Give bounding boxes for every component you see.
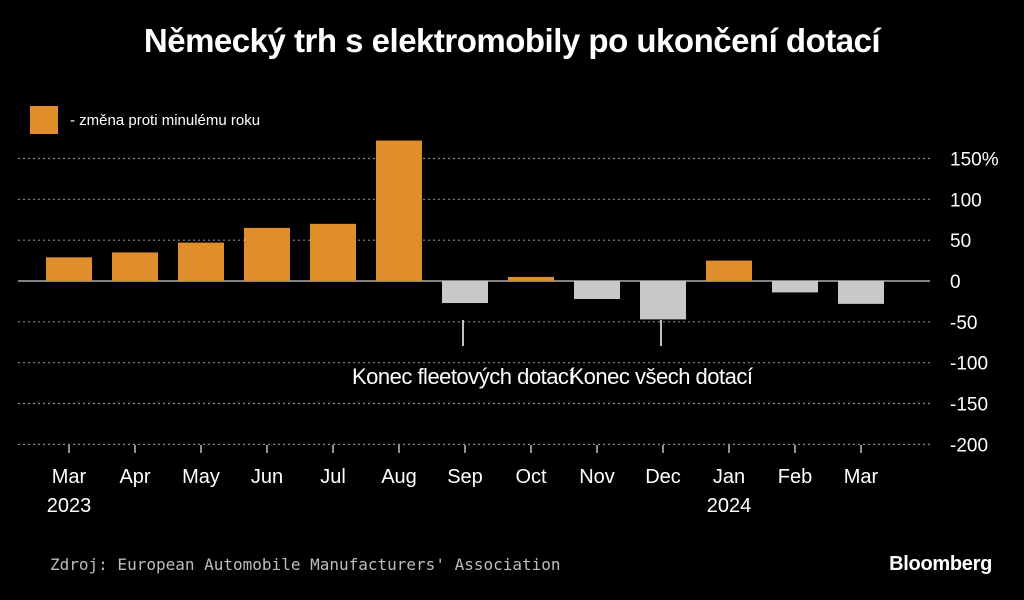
x-tick-label: Aug <box>381 466 417 488</box>
legend: - změna proti minulému roku <box>30 106 260 134</box>
x-tick-label: Nov <box>579 466 615 488</box>
source-note: Zdroj: European Automobile Manufacturers… <box>50 555 561 574</box>
bar <box>772 281 818 293</box>
y-tick-label: 150% <box>950 149 999 170</box>
y-tick-label: -200 <box>950 435 988 456</box>
legend-swatch <box>30 106 58 134</box>
x-tick-label: Apr <box>119 466 150 488</box>
bar <box>442 281 488 304</box>
x-tick-label: Dec <box>645 466 681 488</box>
bar <box>706 260 752 281</box>
x-axis: Mar Apr May Jun Jul Aug Sep Oct Nov Dec Jan Feb Mar 2… <box>47 445 879 517</box>
y-tick-label: -150 <box>950 395 988 416</box>
y-tick-label: 100 <box>950 190 982 211</box>
y-tick-label: -50 <box>950 313 977 334</box>
chart-title: Německý trh s elektromobily po ukončení … <box>143 22 881 59</box>
bar <box>178 242 224 281</box>
bar <box>640 281 686 320</box>
x-tick-label: Jul <box>320 466 346 488</box>
y-tick-labels: 150% 100 50 0 -50 -100 -150 -200 <box>950 149 999 456</box>
year-label: 2023 <box>47 495 92 517</box>
x-tick-label: Mar <box>844 466 879 488</box>
x-tick-label: Oct <box>515 466 547 488</box>
bar <box>310 223 356 281</box>
annotation-label: Konec všech dotací <box>569 364 752 389</box>
bar <box>508 276 554 281</box>
x-tick-label: Sep <box>447 466 483 488</box>
legend-label: - změna proti minulému roku <box>70 111 261 129</box>
y-tick-label: 50 <box>950 231 971 252</box>
x-tick-label: Feb <box>778 466 812 488</box>
x-tick-label: Jun <box>251 466 283 488</box>
x-tick-label: Mar <box>52 466 87 488</box>
bar <box>574 281 620 299</box>
bloomberg-logo: Bloomberg <box>889 553 992 575</box>
year-label: 2024 <box>707 495 752 517</box>
bar <box>244 227 290 281</box>
bar <box>376 140 422 281</box>
x-tick-label: Jan <box>713 466 745 488</box>
bar <box>112 252 158 281</box>
bar <box>838 281 884 304</box>
bar <box>46 257 92 281</box>
annotation-label: Konec fleetových dotací <box>352 364 574 389</box>
bars <box>46 140 884 320</box>
y-tick-label: -100 <box>950 354 988 375</box>
x-tick-label: May <box>182 466 220 488</box>
y-tick-label: 0 <box>950 272 961 293</box>
